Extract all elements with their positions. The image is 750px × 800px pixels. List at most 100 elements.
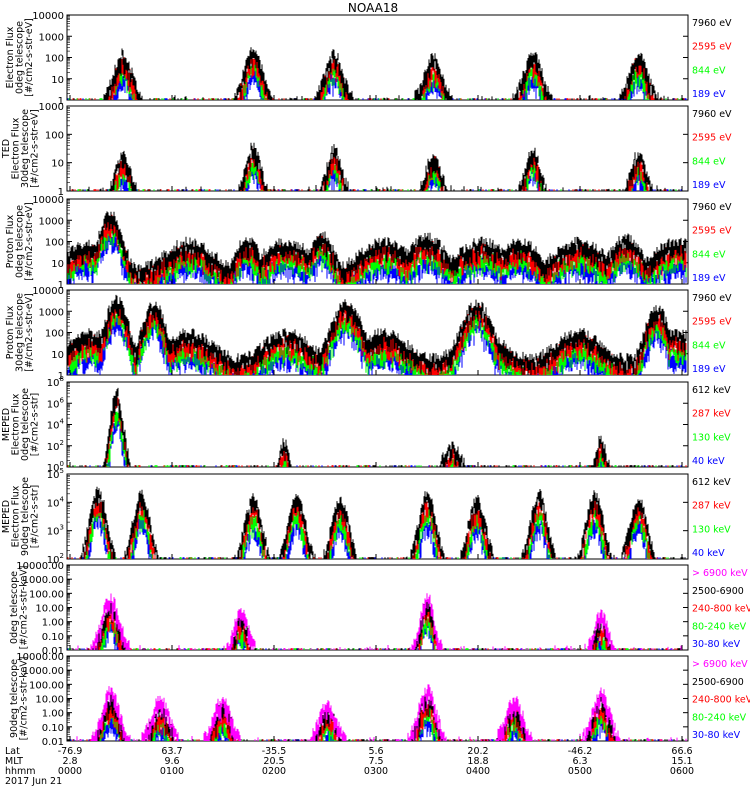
legend-entry: 240-800 keV [692, 695, 750, 706]
y-axis-label: [#/cm2-s-str-eV] [24, 293, 35, 372]
y-tick-label: 1000.00 [23, 666, 64, 677]
legend-entry: 844 eV [692, 249, 726, 260]
y-axis-label: 30deg telescope [20, 109, 31, 188]
x-row-label: Lat [5, 746, 20, 757]
x-tick-label: 0200 [262, 766, 286, 777]
x-tick-label: 63.7 [161, 746, 182, 757]
legend-entry: 240-800 keV [692, 604, 750, 615]
series-trace [84, 163, 683, 191]
y-tick-exponent: 6 [60, 396, 65, 404]
y-axis-label: 0deg telescope [20, 388, 31, 461]
legend-entry: 189 eV [692, 273, 726, 284]
series-trace [81, 414, 682, 467]
y-tick-label: 100 [45, 238, 64, 249]
y-tick-label: 10000 [32, 286, 64, 297]
series-trace [67, 393, 687, 467]
legend-entry: 80-240 keV [692, 621, 747, 632]
y-axis-label: Proton Flux [5, 305, 16, 359]
x-tick-label: 0000 [58, 766, 82, 777]
x-row-label: MLT [5, 756, 23, 767]
legend-entry: 287 keV [692, 409, 731, 420]
y-tick-label: 0.01 [42, 737, 64, 748]
series-trace [80, 486, 686, 559]
legend-entry: 287 keV [692, 501, 731, 512]
y-tick-label: 100 [45, 54, 64, 65]
y-tick-label: 100.00 [29, 589, 64, 600]
panel-frame [66, 14, 689, 101]
panel-8: 0.01 0.10 1.00 10.00 100.00 1000.00 10000.0090… [9, 652, 750, 748]
y-tick-exponent: 3 [60, 524, 64, 532]
y-tick-label: 10000 [32, 11, 64, 22]
panel-7: 0.01 0.10 1.00 10.00 100.00 1000.00 10000.000d… [9, 561, 750, 657]
y-axis-label: [#/cm2-s-str-eV] [24, 202, 35, 281]
legend-entry: 189 eV [692, 364, 726, 375]
y-tick-label: 100.00 [29, 680, 64, 691]
x-tick-label: 9.6 [164, 756, 179, 767]
legend-entry: 189 eV [692, 89, 726, 100]
x-tick-label: 0500 [568, 766, 592, 777]
y-tick-label: 104 [47, 418, 65, 432]
y-axis-label: Electron Flux [11, 393, 22, 455]
y-tick-label: 0.10 [42, 723, 64, 734]
y-tick-exponent: 8 [60, 375, 64, 383]
legend-entry: 844 eV [692, 65, 726, 76]
y-tick-label: 106 [47, 396, 65, 410]
y-axis-label: 90deg telescope [20, 477, 31, 556]
legend-entry: 612 keV [692, 385, 731, 396]
y-tick-label: 10 [51, 75, 64, 86]
x-tick-label: 6.3 [572, 756, 587, 767]
y-axis-label: 0deg telescope [15, 21, 26, 94]
series-trace [68, 611, 681, 650]
y-tick-label: 100 [45, 329, 64, 340]
y-axis-label: Electron Flux [11, 117, 22, 179]
y-tick-label: 1000 [39, 102, 64, 113]
y-tick-label: 10000.00 [16, 652, 64, 663]
legend-entry: 130 keV [692, 524, 731, 535]
y-tick-label: 1 [58, 371, 64, 382]
x-row-label: hhmm [5, 766, 36, 777]
y-tick-exponent: 5 [60, 467, 64, 475]
series-trace [71, 148, 667, 191]
series-trace [76, 684, 687, 741]
legend-entry: 7960 eV [692, 18, 732, 29]
y-tick-label: 10 [51, 159, 64, 170]
panel-frame [66, 473, 689, 560]
series-trace [68, 59, 682, 100]
legend-entry: > 6900 keV [692, 659, 748, 670]
y-tick-label: 10.00 [35, 604, 64, 615]
series-trace [67, 211, 687, 284]
series-trace [67, 409, 683, 467]
series-trace [77, 158, 677, 191]
x-tick-label: 0300 [364, 766, 388, 777]
legend-entry: 40 keV [692, 548, 725, 559]
x-tick-label: -46.2 [568, 746, 593, 757]
legend-entry: 30-80 keV [692, 639, 741, 650]
legend-entry: > 6900 keV [692, 568, 748, 579]
series-trace [72, 387, 674, 467]
series-trace [67, 619, 672, 650]
legend-entry: 2595 eV [692, 133, 732, 144]
y-axis-label: 0deg telescope [9, 571, 20, 644]
legend-entry: 2595 eV [692, 317, 732, 328]
y-axis-label: [#/cm2-s-str-eV] [30, 109, 41, 188]
y-tick-label: 1 [58, 280, 64, 291]
y-axis-label: [#/cm2-s-str] [30, 485, 41, 548]
y-axis-label: TED [1, 139, 12, 159]
legend-entry: 40 keV [692, 456, 725, 467]
series-trace [73, 47, 684, 100]
x-tick-label: 0100 [160, 766, 184, 777]
y-tick-label: 0.01 [42, 646, 64, 657]
series-trace [71, 593, 683, 650]
legend-entry: 844 eV [692, 340, 726, 351]
series-trace [72, 53, 685, 100]
y-tick-label: 10000 [32, 195, 64, 206]
legend-entry: 612 keV [692, 477, 731, 488]
y-axis-label: Electron Flux [11, 485, 22, 547]
legend-entry: 7960 eV [692, 293, 732, 304]
y-axis-label: MEPED [1, 408, 12, 441]
